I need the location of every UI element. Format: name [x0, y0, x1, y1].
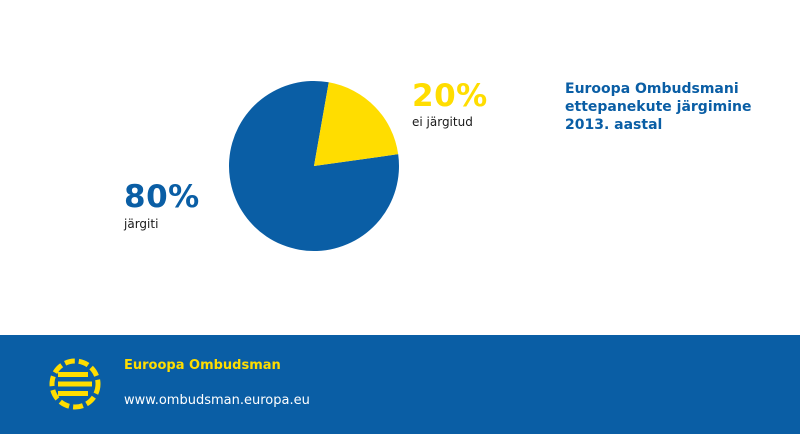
chart-title: Euroopa Ombudsmani ettepanekute järgimin… [565, 80, 765, 134]
pie-chart [228, 81, 399, 252]
slice-label-ei-jargitud: ei järgitud [412, 115, 473, 129]
pie-slice-ei-jargitud [314, 82, 399, 166]
pct-label-jargiti: 80% [124, 179, 200, 215]
chart-area: 80% järgiti 20% ei järgitud Euroopa Ombu… [124, 78, 765, 252]
org-name: Euroopa Ombudsman [124, 358, 281, 373]
european-ombudsman-logo-icon [49, 358, 101, 410]
pie-slice-jargiti [228, 81, 399, 252]
chart-title-line-1: Euroopa Ombudsmani [565, 81, 739, 97]
org-url-link[interactable]: www.ombudsman.europa.eu [124, 393, 310, 408]
pct-label-ei-jargitud: 20% [412, 78, 488, 114]
footer-bar: Euroopa Ombudsman www.ombudsman.europa.e… [0, 335, 800, 434]
slice-label-jargiti: järgiti [124, 217, 159, 231]
chart-title-line-2: ettepanekute järgimine [565, 99, 752, 115]
chart-title-line-3: 2013. aastal [565, 117, 663, 133]
